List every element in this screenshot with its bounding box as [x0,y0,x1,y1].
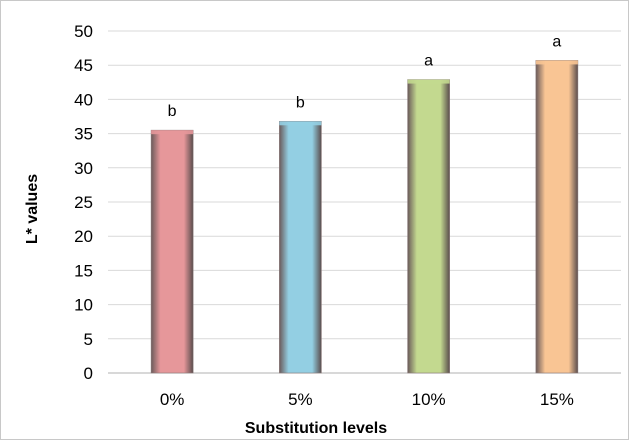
bar [535,60,579,374]
x-tick-label: 10% [412,390,446,409]
y-tick-label: 35 [74,125,93,144]
bar-top-cap [535,60,578,65]
data-labels: b b a a [168,33,562,120]
bar [150,129,194,374]
y-tick-label: 25 [74,193,93,212]
y-tick-label: 40 [74,90,93,109]
y-tick-label: 45 [74,56,93,75]
y-tick-label: 10 [74,296,93,315]
data-label: b [168,103,177,120]
y-tick-label: 0 [84,364,93,383]
y-tick-label: 15 [74,261,93,280]
y-tick-label: 5 [84,330,93,349]
x-tick-label: 15% [540,390,574,409]
data-label: b [296,94,305,111]
x-tick-label: 0% [160,390,185,409]
bar [279,120,322,374]
y-tick-label: 50 [74,22,93,41]
bar-top-cap [407,79,450,84]
gridlines [108,30,621,374]
y-tick-label: 20 [74,227,93,246]
y-tick-label: 30 [74,159,93,178]
x-axis-title: Substitution levels [245,420,387,437]
y-tick-labels: 0 5 10 15 20 25 30 35 40 45 50 [74,22,93,383]
bars [150,60,579,374]
bar-top-cap [151,130,194,135]
data-label: a [552,33,561,50]
bar-top-cap [279,121,322,126]
x-tick-labels: 0% 5% 10% 15% [160,390,574,409]
y-axis-title: L* values [24,174,41,244]
bar [407,79,450,374]
x-tick-label: 5% [288,390,313,409]
data-label: a [424,53,433,70]
